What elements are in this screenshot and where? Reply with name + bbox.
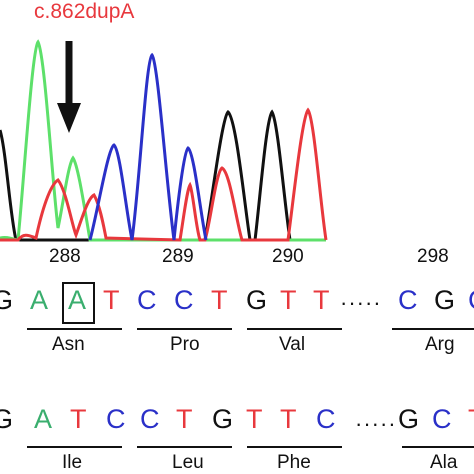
base-letter: C: [316, 404, 336, 434]
codon-underline: [27, 328, 122, 330]
base-letter: T: [468, 404, 474, 435]
base-letter: A: [34, 404, 53, 434]
down-arrow-icon: [57, 41, 81, 133]
codon-number-288: 288: [49, 246, 81, 267]
base-letter: A: [30, 285, 49, 315]
codon-underline: [247, 446, 342, 448]
trace-red: [0, 107, 328, 242]
base-letter: C: [106, 404, 126, 434]
codon-underline: [392, 328, 474, 330]
codon-number-290: 290: [272, 246, 304, 267]
codon-underline: [27, 446, 122, 448]
codon-underline: [137, 446, 232, 448]
amino-acid-label: Pro: [170, 334, 200, 355]
base-letter: A: [68, 285, 87, 315]
base-letter: G: [0, 285, 14, 315]
base-letter: C: [140, 404, 160, 434]
base-letter: G: [246, 285, 268, 315]
base-letter: T: [103, 285, 120, 315]
wildtype-ellipsis: ·····: [355, 411, 397, 436]
codon-underline: [137, 328, 232, 330]
amino-acid-label: Ala: [430, 452, 458, 473]
base-letter: G: [398, 404, 420, 434]
mutation-label: c.862dupA: [34, 0, 135, 23]
base-letter: T: [280, 404, 297, 434]
codon-number-289: 289: [162, 246, 194, 267]
base-letter: T: [313, 285, 330, 315]
base-letter: G: [434, 285, 456, 315]
base-letter: T: [246, 404, 263, 434]
base-letter: C: [468, 285, 474, 316]
trace-blue: [88, 52, 208, 241]
codon-number-298: 298: [417, 246, 449, 267]
base-letter: C: [432, 404, 452, 434]
base-letter: T: [70, 404, 87, 434]
base-letter: C: [398, 285, 418, 315]
amino-acid-label: Ile: [62, 452, 83, 473]
amino-acid-label: Leu: [172, 452, 204, 473]
base-letter: C: [174, 285, 194, 315]
base-letter: T: [211, 285, 228, 315]
mutant-ellipsis: ·····: [340, 290, 382, 315]
codon-underline: [402, 446, 474, 448]
base-letter: T: [176, 404, 193, 434]
amino-acid-label: Val: [279, 334, 306, 355]
base-letter: G: [0, 404, 14, 434]
base-letter: T: [280, 285, 297, 315]
codon-underline: [247, 328, 342, 330]
base-letter: G: [212, 404, 234, 434]
amino-acid-label: Arg: [425, 334, 455, 355]
chromatogram-trace: [0, 39, 328, 242]
amino-acid-label: Phe: [277, 452, 311, 473]
amino-acid-label: Asn: [52, 334, 85, 355]
base-letter: C: [137, 285, 157, 315]
highlighted-base-box: [62, 282, 95, 324]
